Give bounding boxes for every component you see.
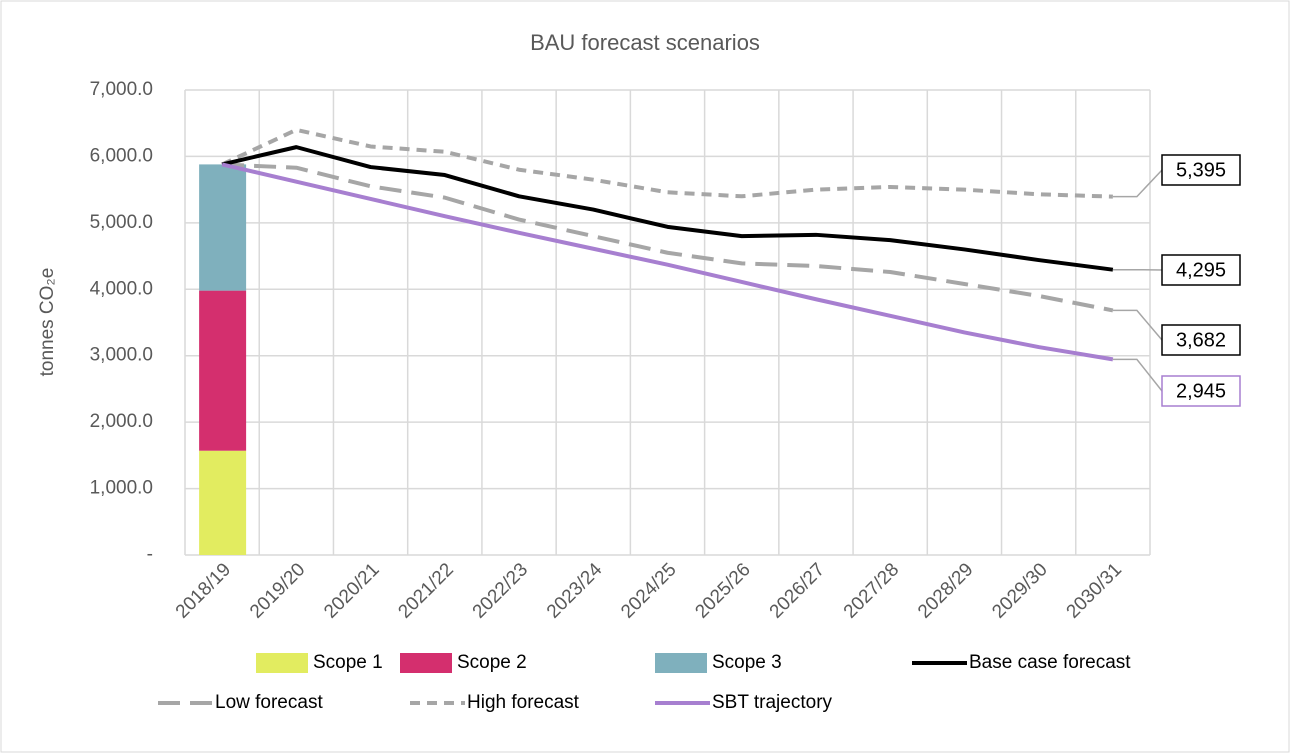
- bar-segment: [199, 290, 247, 451]
- label-leader: [1112, 358, 1163, 392]
- y-tick-label: -: [147, 544, 153, 565]
- label-box: [1161, 154, 1241, 186]
- legend-label: Base case forecast: [969, 652, 1131, 673]
- y-tick-label: 1,000.0: [90, 478, 153, 499]
- y-axis-label: tonnes CO₂e: [37, 268, 58, 377]
- line-series: [222, 162, 1114, 313]
- legend-label: Low forecast: [215, 692, 323, 713]
- legend-label: Scope 2: [457, 652, 527, 673]
- y-tick-label: 7,000.0: [90, 79, 153, 100]
- bar-segment: [199, 164, 247, 291]
- data-label: 4,295: [1176, 259, 1226, 281]
- y-tick-label: 5,000.0: [90, 212, 153, 233]
- legend-swatch: [400, 653, 452, 673]
- legend-label: Scope 1: [313, 652, 383, 673]
- label-leader: [1112, 309, 1163, 341]
- y-tick-label: 2,000.0: [90, 411, 153, 432]
- line-series: [221, 145, 1114, 272]
- y-tick-label: 6,000.0: [90, 145, 153, 166]
- bar-segment: [199, 450, 247, 555]
- y-tick-label: 4,000.0: [90, 278, 153, 299]
- legend-label: SBT trajectory: [712, 692, 833, 713]
- y-tick-label: 3,000.0: [90, 345, 153, 366]
- legend-label: High forecast: [467, 692, 580, 713]
- label-box: [1161, 324, 1241, 356]
- label-box: [1161, 375, 1241, 407]
- legend-swatch: [655, 653, 707, 673]
- line-series: [221, 127, 1113, 199]
- label-leader: [1112, 169, 1163, 198]
- label-box: [1161, 254, 1241, 286]
- line-series: [221, 162, 1114, 362]
- chart-title: BAU forecast scenarios: [530, 30, 760, 55]
- legend-swatch: [256, 653, 308, 673]
- legend-label: Scope 3: [712, 652, 782, 673]
- data-label: 5,395: [1176, 159, 1226, 181]
- data-label: 2,945: [1176, 380, 1226, 402]
- data-label: 3,682: [1176, 329, 1226, 351]
